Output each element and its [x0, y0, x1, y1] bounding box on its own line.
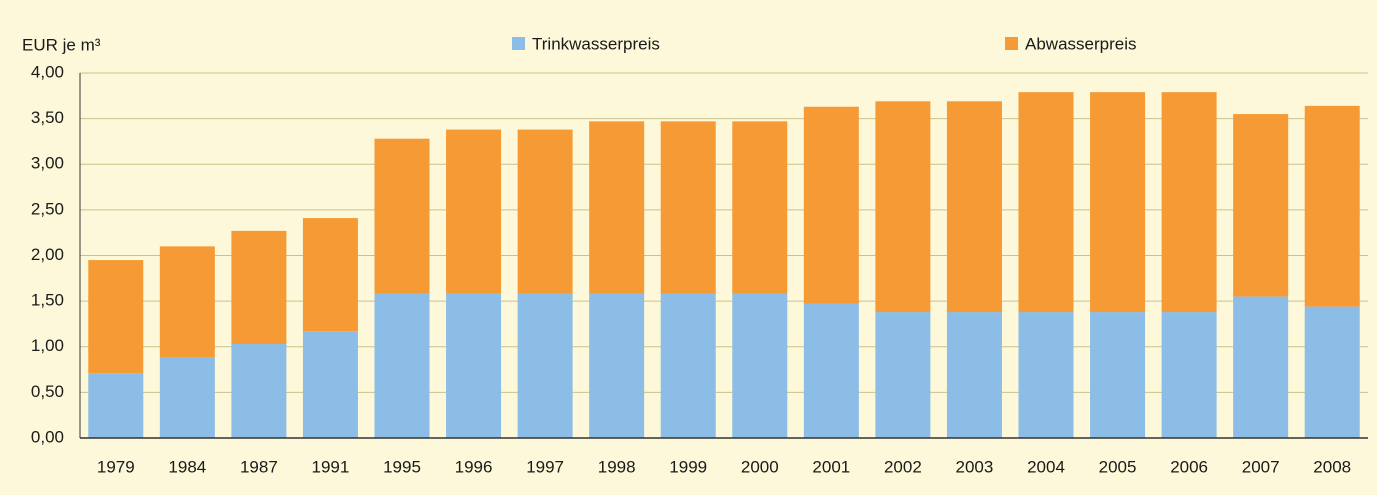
bar-segment: [374, 138, 430, 294]
x-tick-label: 2002: [884, 457, 922, 476]
y-tick-label: 2,00: [31, 245, 64, 264]
bar-segment: [732, 121, 788, 294]
y-tick-label: 1,50: [31, 291, 64, 310]
bar-segment: [517, 293, 573, 438]
x-tick-label: 1987: [240, 457, 278, 476]
x-tick-label: 1999: [669, 457, 707, 476]
bar-segment: [1018, 312, 1074, 438]
bar-segment: [88, 373, 144, 438]
bar-segment: [1018, 92, 1074, 313]
y-tick-label: 0,50: [31, 382, 64, 401]
y-tick-label: 4,00: [31, 62, 64, 81]
x-tick-label: 1995: [383, 457, 421, 476]
bar-segment: [302, 331, 358, 438]
legend-label: Trinkwasserpreis: [532, 34, 660, 53]
x-tick-label: 2000: [741, 457, 779, 476]
x-tick-label: 1991: [312, 457, 350, 476]
bar-segment: [88, 260, 144, 374]
x-tick-label: 1996: [455, 457, 493, 476]
bar-segment: [1233, 296, 1289, 438]
bar-segment: [159, 246, 215, 358]
bar-segment: [589, 293, 645, 438]
y-axis-label: EUR je m³: [22, 35, 101, 54]
x-tick-label: 1979: [97, 457, 135, 476]
bar-segment: [1304, 306, 1360, 438]
x-tick-label: 2005: [1099, 457, 1137, 476]
y-tick-label: 3,00: [31, 154, 64, 173]
bar-segment: [231, 344, 287, 438]
bar-segment: [946, 312, 1002, 438]
x-tick-label: 2003: [956, 457, 994, 476]
bar-segment: [374, 293, 430, 438]
bar-segment: [1304, 105, 1360, 307]
bar-segment: [875, 101, 931, 313]
bar-segment: [517, 129, 573, 294]
x-tick-label: 2001: [812, 457, 850, 476]
legend-label: Abwasserpreis: [1025, 34, 1137, 53]
legend-swatch: [512, 37, 525, 50]
bar-segment: [660, 293, 716, 438]
bar-segment: [1161, 312, 1217, 438]
bar-segment: [1090, 92, 1146, 313]
bar-segment: [302, 218, 358, 332]
x-tick-label: 2007: [1242, 457, 1280, 476]
bar-segment: [1161, 92, 1217, 313]
y-tick-label: 3,50: [31, 108, 64, 127]
x-tick-label: 2004: [1027, 457, 1065, 476]
bar-segment: [231, 230, 287, 345]
x-tick-label: 1997: [526, 457, 564, 476]
y-tick-label: 2,50: [31, 199, 64, 218]
bar-segment: [446, 293, 502, 438]
legend-swatch: [1005, 37, 1018, 50]
x-tick-label: 2008: [1313, 457, 1351, 476]
bar-segment: [732, 293, 788, 438]
bar-segment: [159, 357, 215, 438]
bar-segment: [803, 303, 859, 438]
bar-segment: [660, 121, 716, 294]
bar-segment: [1090, 312, 1146, 438]
y-tick-label: 1,00: [31, 336, 64, 355]
bar-segment: [1233, 114, 1289, 297]
bar-segment: [875, 312, 931, 438]
x-tick-label: 1998: [598, 457, 636, 476]
bar-segment: [803, 106, 859, 304]
x-tick-label: 2006: [1170, 457, 1208, 476]
bar-segment: [589, 121, 645, 294]
x-tick-label: 1984: [168, 457, 206, 476]
bar-segment: [946, 101, 1002, 313]
y-tick-label: 0,00: [31, 427, 64, 446]
bar-segment: [446, 129, 502, 294]
